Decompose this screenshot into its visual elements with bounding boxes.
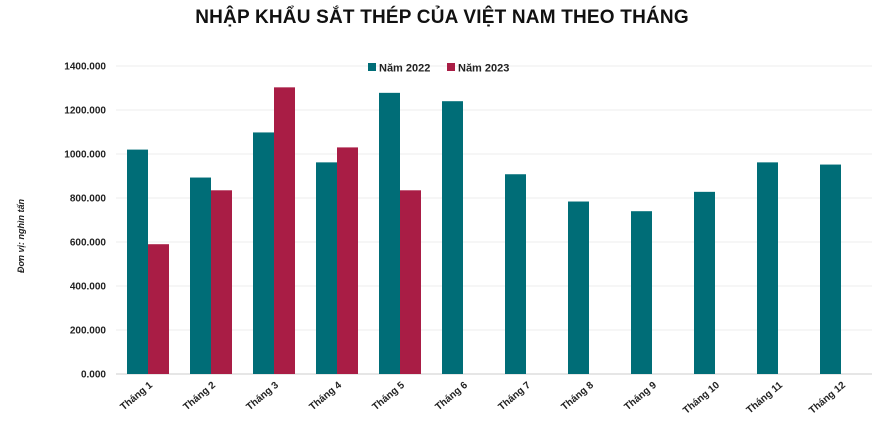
bar-2023 <box>148 244 169 374</box>
bar-2022 <box>379 92 400 374</box>
bars <box>127 87 841 374</box>
bar-2022 <box>694 191 715 374</box>
x-tick-label: Tháng 5 <box>370 380 407 413</box>
x-tick-label: Tháng 6 <box>433 380 470 413</box>
x-tick-label: Tháng 12 <box>807 380 848 417</box>
bar-2022 <box>316 162 337 374</box>
legend: Năm 2022 Năm 2023 <box>368 63 509 75</box>
legend-swatch <box>368 63 376 71</box>
bar-2022 <box>568 201 589 374</box>
bar-2022 <box>820 164 841 374</box>
x-tick-label: Tháng 8 <box>559 380 596 413</box>
x-tick-label: Tháng 3 <box>244 380 281 413</box>
x-tick-label: Tháng 11 <box>745 380 786 417</box>
bar-2023 <box>274 87 295 374</box>
gridlines <box>116 65 872 375</box>
x-tick-label: Tháng 1 <box>118 380 155 413</box>
bar-2022 <box>505 174 526 374</box>
x-tick-label: Tháng 2 <box>181 380 218 413</box>
y-axis-ticks: 0.000 200.000 400.000 600.000 800.000 1000.00… <box>64 62 106 381</box>
y-tick-label: 1400.000 <box>64 62 106 73</box>
bar-2022 <box>757 162 778 374</box>
y-tick-label: 800.000 <box>70 194 107 205</box>
bar-2023 <box>211 190 232 374</box>
legend-label: Năm 2023 <box>458 63 509 75</box>
x-tick-label: Tháng 10 <box>681 380 722 417</box>
y-tick-label: 1200.000 <box>64 106 106 117</box>
bar-2022 <box>127 149 148 374</box>
y-tick-label: 400.000 <box>70 282 107 293</box>
y-tick-label: 1000.000 <box>64 150 106 161</box>
legend-label: Năm 2022 <box>379 63 430 75</box>
legend-swatch <box>447 63 455 71</box>
x-tick-label: Tháng 9 <box>622 380 659 413</box>
x-tick-label: Tháng 7 <box>496 380 533 413</box>
bar-2022 <box>442 101 463 374</box>
bar-2023 <box>400 190 421 374</box>
bar-2022 <box>253 132 274 374</box>
bar-2022 <box>631 211 652 374</box>
bar-2023 <box>337 147 358 374</box>
chart-title: NHẬP KHẨU SẮT THÉP CỦA VIỆT NAM THEO THÁ… <box>195 7 689 28</box>
y-tick-label: 0.000 <box>81 370 106 381</box>
y-tick-label: 600.000 <box>70 238 107 249</box>
y-axis-label: Đơn vị: nghìn tấn <box>16 198 26 273</box>
bar-2022 <box>190 177 211 374</box>
x-tick-label: Tháng 4 <box>307 380 344 413</box>
y-tick-label: 200.000 <box>70 326 107 337</box>
x-axis-ticks: Tháng 1 Tháng 2 Tháng 3 Tháng 4 Tháng 5 Tháng… <box>118 380 848 417</box>
